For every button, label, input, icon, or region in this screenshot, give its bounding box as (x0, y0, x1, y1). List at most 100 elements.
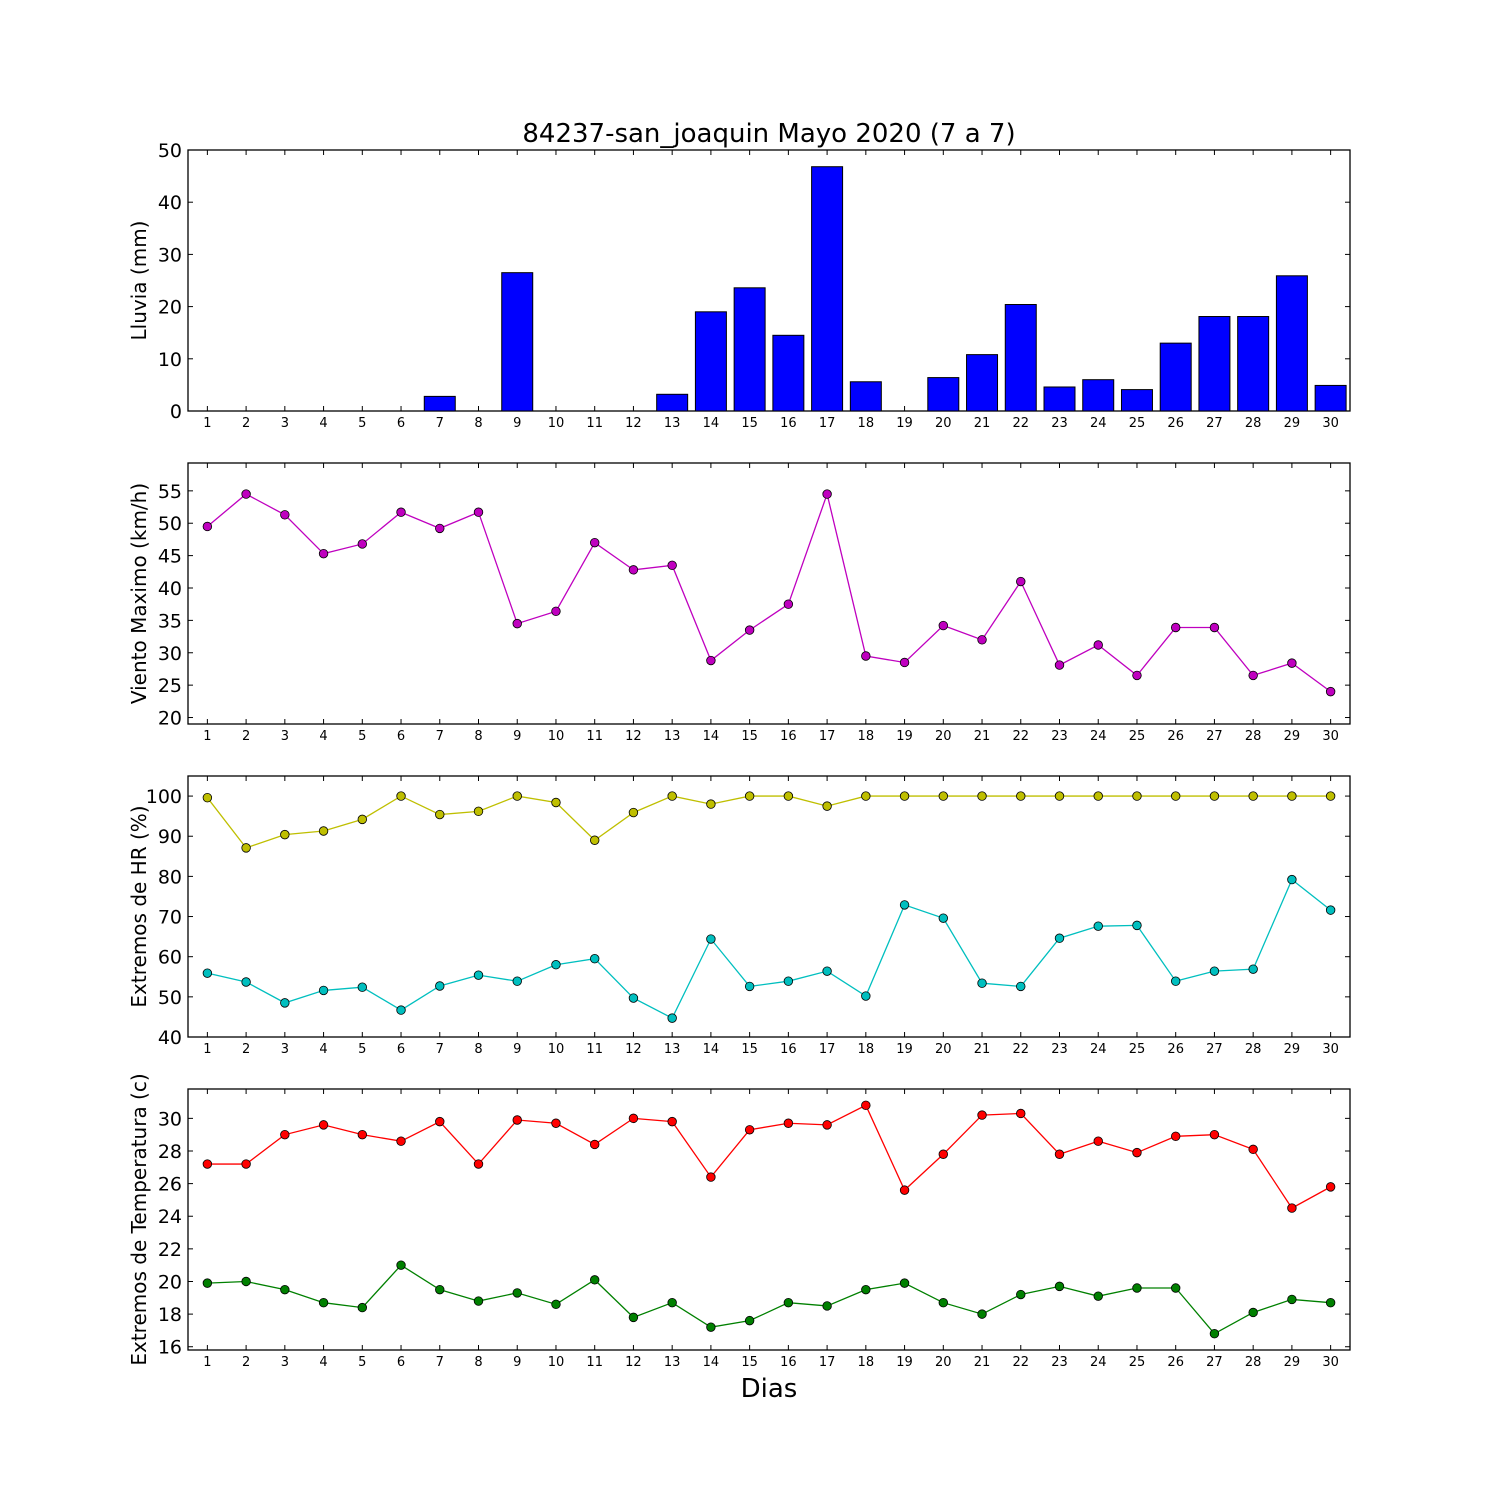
series-line-2 (207, 878, 1332, 1020)
point-series-1-day-7 (435, 809, 445, 820)
point-series-2-day-25 (1132, 1283, 1142, 1293)
point-series-2-day-11 (590, 1275, 600, 1285)
x-tick-label: 20 (935, 416, 952, 431)
x-tick-label: 25 (1129, 729, 1146, 744)
plot-frame (187, 462, 1351, 725)
point-series-1-day-23 (1054, 660, 1065, 670)
y-tick-label: 90 (158, 826, 182, 848)
point-series-1-day-13 (667, 560, 677, 571)
point-series-1-day-9 (512, 791, 522, 801)
point-series-1-day-24 (1093, 640, 1103, 650)
point-series-2-day-14 (706, 1322, 716, 1332)
x-tick-label: 23 (1051, 1355, 1068, 1370)
x-tick-label: 27 (1206, 1355, 1223, 1370)
point-series-2-day-13 (667, 1013, 677, 1023)
x-tick-label: 14 (703, 1355, 720, 1370)
point-series-1-day-4 (318, 548, 329, 559)
x-tick-label: 21 (974, 729, 991, 744)
x-tick-label: 13 (664, 1355, 681, 1370)
x-tick-label: 13 (664, 729, 681, 744)
point-series-1-day-15 (744, 625, 755, 635)
y-tick-label: 25 (158, 675, 182, 697)
point-series-1-day-5 (357, 539, 368, 549)
y-tick-label: 16 (158, 1337, 182, 1359)
x-tick-label: 21 (974, 1355, 991, 1370)
x-tick-label: 9 (513, 1355, 521, 1370)
point-series-1-day-8 (473, 507, 484, 517)
point-series-2-day-28 (1248, 1307, 1258, 1318)
y-axis-label: Extremos de HR (%) (127, 805, 151, 1007)
x-tick-label: 18 (858, 1355, 875, 1370)
x-tick-label: 2 (242, 729, 250, 744)
bar-day-22 (1004, 304, 1037, 412)
x-tick-label: 10 (548, 1042, 565, 1057)
point-series-1-day-4 (318, 826, 329, 836)
point-series-2-day-16 (783, 1297, 794, 1308)
point-series-1-day-13 (667, 791, 677, 801)
point-series-1-day-25 (1132, 670, 1142, 681)
x-tick-label: 22 (1012, 416, 1029, 431)
x-tick-label: 30 (1322, 729, 1339, 744)
x-tick-label: 5 (358, 1042, 366, 1057)
point-series-2-day-20 (938, 913, 949, 923)
point-series-1-day-8 (473, 1159, 484, 1169)
x-tick-label: 2 (242, 1355, 250, 1370)
y-tick-label: 40 (158, 578, 182, 600)
y-tick-label: 0 (170, 401, 182, 423)
point-series-1-day-1 (202, 792, 213, 803)
point-series-1-day-6 (396, 507, 406, 517)
y-tick-label: 40 (158, 1027, 182, 1049)
point-series-2-day-23 (1054, 933, 1065, 943)
point-series-2-day-10 (551, 960, 561, 970)
bar-day-27 (1198, 316, 1231, 412)
x-tick-label: 27 (1206, 1042, 1223, 1057)
point-series-2-day-21 (977, 1309, 987, 1319)
point-series-1-day-27 (1209, 622, 1220, 633)
x-tick-label: 15 (741, 1355, 758, 1370)
x-tick-label: 28 (1245, 1355, 1262, 1370)
x-tick-label: 17 (819, 416, 836, 431)
point-series-1-day-8 (473, 806, 484, 817)
x-tick-label: 11 (586, 1042, 603, 1057)
point-series-1-day-18 (861, 791, 871, 801)
point-series-2-day-16 (783, 976, 794, 986)
point-series-2-day-3 (280, 998, 290, 1008)
y-tick-label: 18 (158, 1304, 182, 1326)
bar-day-30 (1314, 384, 1347, 412)
x-tick-label: 19 (896, 1042, 913, 1057)
point-series-1-day-10 (551, 797, 561, 808)
x-tick-label: 6 (397, 729, 405, 744)
x-tick-label: 16 (780, 1355, 797, 1370)
point-series-2-day-19 (899, 1278, 910, 1288)
bar-day-14 (694, 311, 727, 412)
x-tick-label: 30 (1322, 1042, 1339, 1057)
x-tick-label: 3 (281, 416, 289, 431)
point-series-2-day-26 (1170, 976, 1181, 986)
x-tick-label: 10 (548, 729, 565, 744)
bar-day-24 (1082, 379, 1115, 412)
y-tick-label: 35 (158, 610, 182, 632)
point-series-1-day-3 (280, 1129, 290, 1140)
point-series-1-day-26 (1170, 622, 1181, 633)
point-series-1-day-11 (590, 537, 600, 548)
point-series-1-day-29 (1287, 658, 1297, 668)
y-tick-label: 60 (158, 947, 182, 969)
point-series-2-day-2 (241, 977, 251, 987)
x-tick-label: 22 (1012, 729, 1029, 744)
x-tick-label: 25 (1129, 1042, 1146, 1057)
x-tick-label: 30 (1322, 416, 1339, 431)
y-tick-label: 30 (158, 1108, 182, 1130)
point-series-2-day-29 (1287, 874, 1297, 885)
point-series-2-day-8 (473, 1296, 484, 1306)
point-series-2-day-22 (1016, 981, 1026, 992)
point-series-2-day-5 (357, 1302, 368, 1313)
point-series-1-day-3 (280, 829, 290, 840)
x-tick-label: 14 (703, 729, 720, 744)
x-tick-label: 23 (1051, 416, 1068, 431)
x-tick-label: 28 (1245, 729, 1262, 744)
x-tick-label: 29 (1284, 1042, 1301, 1057)
bar-day-20 (927, 377, 960, 412)
bar-day-23 (1043, 386, 1076, 412)
point-series-1-day-5 (357, 814, 368, 825)
